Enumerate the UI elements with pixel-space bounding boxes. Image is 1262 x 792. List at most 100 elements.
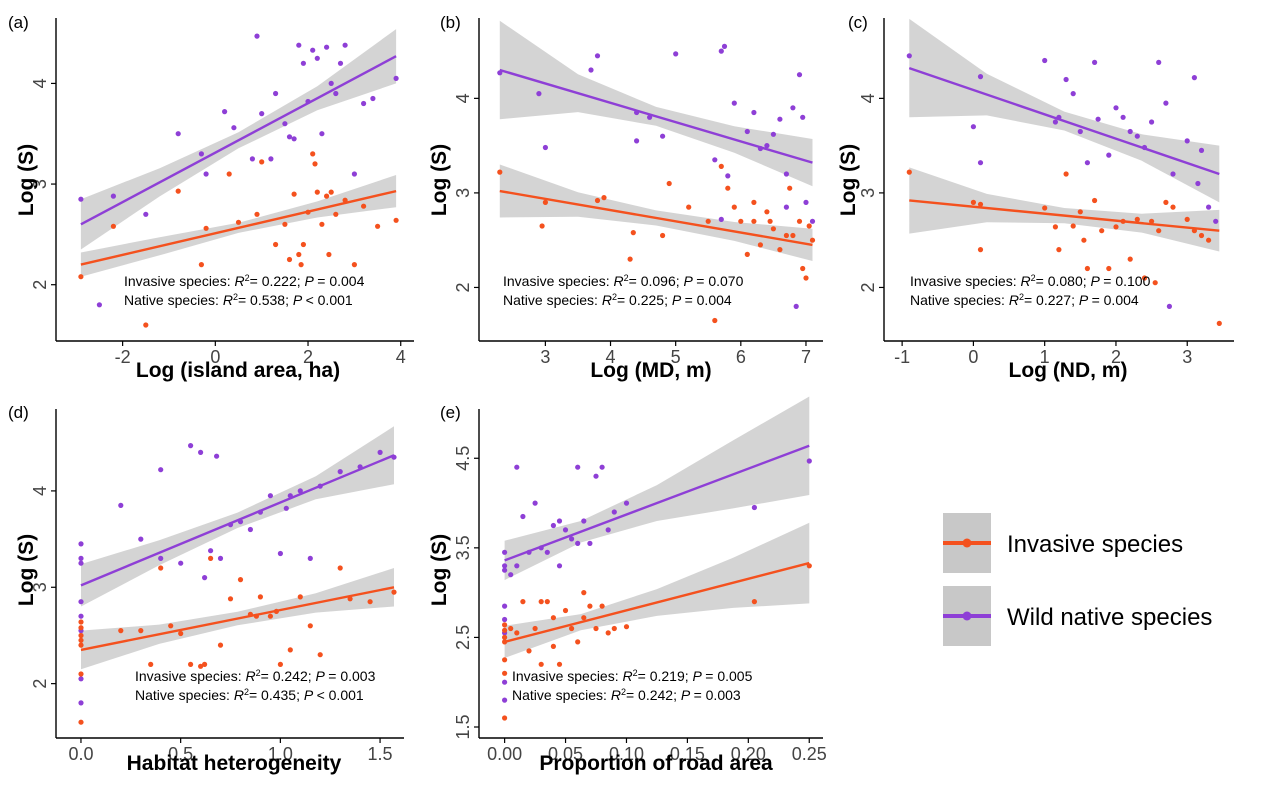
point-invasive-b-4 (601, 195, 607, 201)
point-native-b-13 (725, 173, 731, 179)
point-native-e-16 (550, 522, 557, 529)
point-invasive-b-29 (809, 237, 816, 243)
point-invasive-e-27 (806, 563, 812, 569)
point-native-a-11 (259, 111, 265, 117)
point-native-b-8 (660, 133, 666, 139)
point-native-d-7 (78, 676, 84, 682)
point-invasive-c-6 (1056, 247, 1062, 253)
point-native-d-10 (178, 560, 184, 566)
point-native-b-11 (718, 48, 724, 54)
y-tick-label-b-2: 4 (453, 93, 473, 103)
point-invasive-d-16 (217, 642, 224, 648)
point-native-b-3 (588, 67, 594, 73)
point-native-b-18 (770, 131, 777, 137)
y-tick-label-c-2: 4 (858, 93, 878, 103)
point-invasive-d-15 (208, 555, 214, 562)
x-tick-label-c-3: 2 (1111, 347, 1121, 367)
point-native-c-4 (1042, 57, 1048, 64)
point-invasive-a-2 (143, 322, 149, 328)
fit-line-native-c (908, 66, 1220, 176)
point-invasive-c-22 (1163, 199, 1169, 205)
point-native-b-17 (764, 143, 770, 149)
x-tick-label-a-0: -2 (115, 347, 131, 367)
point-native-e-23 (593, 473, 599, 479)
point-native-a-13 (273, 90, 279, 97)
point-native-a-16 (291, 136, 297, 142)
point-native-c-28 (1166, 303, 1172, 309)
point-native-e-18 (562, 527, 569, 533)
point-invasive-c-15 (1113, 224, 1119, 230)
point-invasive-c-25 (1191, 228, 1197, 234)
point-native-d-18 (247, 526, 253, 533)
point-native-c-16 (1127, 128, 1133, 135)
point-native-a-18 (300, 60, 306, 66)
ci-band-invasive-b (499, 164, 813, 261)
point-native-e-3 (502, 603, 508, 609)
xlabel-d: Habitat heterogeneity (127, 752, 342, 775)
legend: Invasive species Wild native species (943, 513, 1212, 646)
x-tick-label-e-0: 0.00 (487, 744, 522, 764)
point-native-a-27 (342, 42, 348, 48)
point-invasive-c-28 (1216, 320, 1222, 326)
point-native-c-9 (1077, 128, 1083, 135)
point-invasive-a-19 (312, 161, 318, 167)
point-native-d-21 (277, 550, 283, 557)
stat-invasive-b: Invasive species: R2= 0.096; P = 0.070 (503, 273, 744, 289)
panel-label-b: (b) (440, 13, 461, 32)
point-native-b-1 (536, 91, 542, 97)
point-native-e-11 (520, 513, 526, 520)
x-tick-label-a-1: 0 (210, 347, 220, 367)
point-native-c-10 (1084, 160, 1090, 166)
point-native-a-0 (78, 196, 84, 202)
point-native-a-25 (333, 90, 339, 97)
panel-d: 0.0 0.5 1.0 1.5 2 3 4 (d) Log (S) Habitat hete… (8, 403, 404, 775)
point-native-b-2 (542, 144, 549, 151)
xlabel-a: Log (island area, ha) (136, 359, 340, 382)
ylabel-b: Log (S) (428, 144, 451, 216)
point-invasive-b-6 (630, 230, 636, 236)
point-invasive-e-0 (502, 634, 508, 641)
panel-c: -1 0 1 2 3 2 3 4 (c) Log (S) Log (ND, m) Invasi… (837, 13, 1234, 382)
point-native-d-1 (78, 555, 84, 562)
ylabel-a: Log (S) (15, 144, 38, 216)
point-invasive-e-5 (502, 715, 508, 721)
y-tick-label-d-1: 3 (30, 582, 50, 592)
x-tick-label-b-4: 7 (801, 347, 811, 367)
stat-native-d: Native species: R2= 0.435; P < 0.001 (135, 687, 364, 703)
fit-line-invasive-b (499, 189, 813, 247)
stat-native-c: Native species: R2= 0.227; P = 0.004 (910, 292, 1139, 308)
point-native-a-15 (286, 134, 293, 140)
point-invasive-e-19 (581, 615, 587, 621)
plot-area-a: -2 0 2 4 2 3 4 (30, 18, 414, 367)
fit-line-invasive-e (504, 561, 810, 644)
point-invasive-a-14 (296, 251, 302, 258)
point-native-c-14 (1113, 105, 1119, 111)
point-native-b-5 (634, 138, 640, 144)
point-invasive-d-9 (148, 661, 154, 668)
point-native-a-22 (319, 131, 325, 137)
x-tick-label-b-1: 4 (606, 347, 616, 367)
point-invasive-c-2 (977, 201, 984, 207)
ci-band-invasive-e (504, 522, 810, 658)
point-invasive-b-13 (725, 185, 731, 191)
point-invasive-e-10 (526, 648, 532, 654)
point-native-c-1 (970, 124, 977, 130)
point-native-d-3 (78, 613, 84, 619)
point-invasive-d-32 (253, 613, 259, 619)
point-native-a-14 (282, 121, 288, 127)
point-invasive-c-9 (1077, 209, 1083, 215)
fit-line-native-a (80, 55, 397, 226)
y-tick-label-c-1: 3 (858, 188, 878, 198)
point-invasive-d-33 (273, 608, 279, 615)
point-invasive-d-17 (227, 596, 234, 602)
point-invasive-a-18 (310, 151, 316, 157)
point-native-b-4 (594, 53, 601, 59)
plot-area-b: 3 4 5 6 7 2 3 4 (453, 18, 823, 367)
point-invasive-c-18 (1134, 216, 1140, 222)
y-tick-label-e-0: 1.5 (453, 714, 473, 739)
point-native-a-5 (198, 151, 204, 157)
point-invasive-d-20 (257, 594, 263, 600)
ci-band-invasive-a (80, 175, 397, 277)
point-native-c-18 (1141, 144, 1148, 151)
point-native-d-9 (158, 555, 164, 562)
